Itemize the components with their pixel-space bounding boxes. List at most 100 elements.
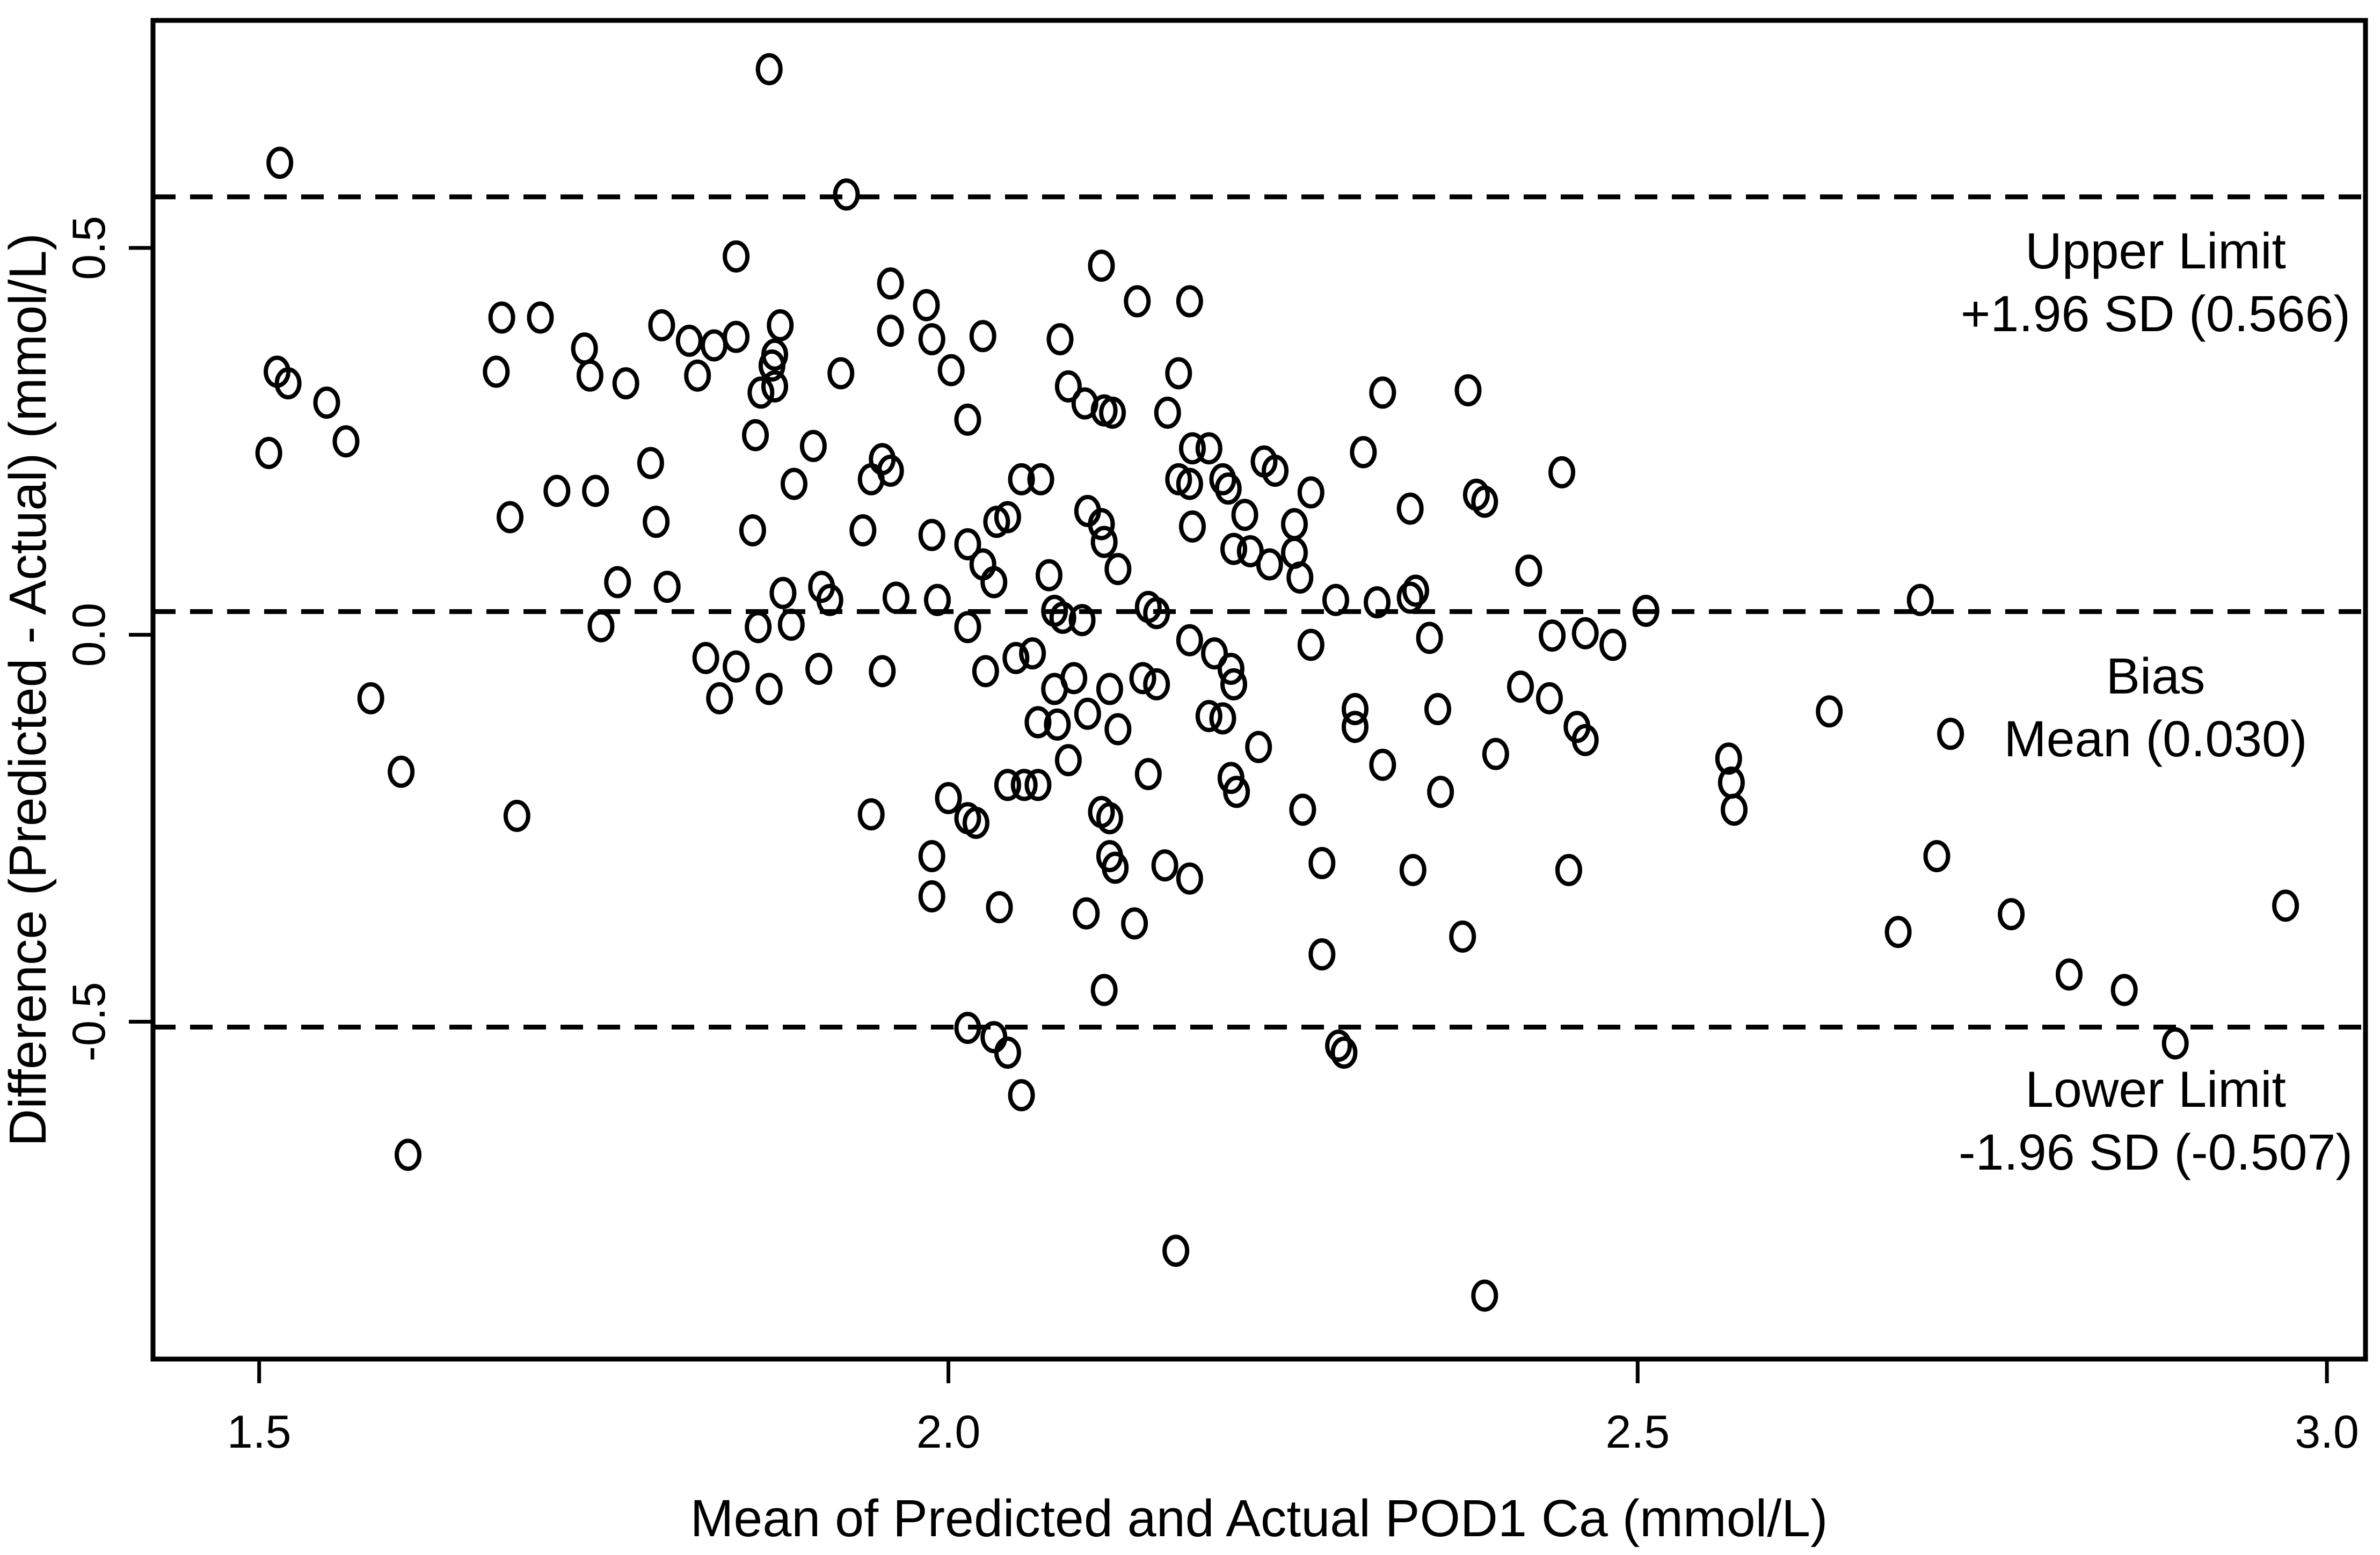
data-point <box>1280 508 1308 541</box>
data-point <box>1454 374 1482 407</box>
data-point <box>395 1138 422 1171</box>
data-point <box>1121 907 1148 940</box>
data-point <box>1721 793 1748 826</box>
data-point <box>1046 323 1074 355</box>
data-point <box>1399 853 1426 886</box>
data-point <box>604 566 631 598</box>
data-point <box>332 425 360 458</box>
data-point <box>1535 682 1563 714</box>
data-point <box>1019 637 1046 670</box>
data-point <box>1178 432 1206 465</box>
data-point <box>1201 637 1228 670</box>
data-point <box>1195 432 1222 465</box>
x-tick-label: 2.5 <box>1606 1406 1670 1458</box>
data-point <box>543 474 571 507</box>
data-point <box>1350 436 1377 469</box>
data-point <box>1154 396 1181 429</box>
data-point <box>1325 1030 1352 1062</box>
data-point <box>2110 974 2138 1006</box>
data-point <box>983 506 1010 538</box>
data-point <box>1416 622 1443 654</box>
data-point <box>1073 897 1100 930</box>
data-point <box>1507 670 1534 703</box>
data-point <box>483 355 510 388</box>
data-point <box>1054 744 1082 777</box>
data-point <box>313 386 340 419</box>
data-point <box>833 178 860 211</box>
data-point <box>1124 285 1151 318</box>
data-point <box>1427 776 1454 808</box>
data-point <box>1289 793 1316 826</box>
data-point <box>701 329 728 362</box>
data-point <box>761 370 788 403</box>
axis-ticks: 1.5 2.0 2.5 3.0 0.5 0.0 -0.5 <box>63 216 2359 1458</box>
data-point <box>780 468 807 500</box>
bias-label-line2: Mean (0.030) <box>2004 711 2307 768</box>
data-point <box>1369 748 1396 781</box>
data-point <box>1715 742 1742 775</box>
upper-limit-label-line2: +1.96 SD (0.566) <box>1961 286 2350 342</box>
data-point <box>1515 554 1542 587</box>
data-point <box>692 641 719 674</box>
data-point <box>1088 508 1115 541</box>
data-point <box>1074 697 1101 730</box>
data-point <box>1297 476 1324 509</box>
data-point <box>2055 958 2083 991</box>
data-point <box>1330 1036 1358 1069</box>
data-point <box>1151 849 1178 882</box>
data-point <box>1176 468 1203 500</box>
data-point <box>767 309 794 341</box>
data-point <box>1129 662 1156 695</box>
data-point <box>742 419 769 451</box>
data-point <box>612 367 639 400</box>
data-point <box>723 650 750 683</box>
data-point <box>1539 619 1566 652</box>
data-point <box>972 655 999 688</box>
data-point <box>1449 920 1476 953</box>
y-tick-label: 0.0 <box>63 603 115 667</box>
y-tick-label: 0.5 <box>63 216 115 280</box>
data-point <box>1220 532 1247 565</box>
data-point <box>913 289 940 322</box>
data-point <box>769 576 797 609</box>
data-point <box>1471 1279 1498 1312</box>
data-point <box>1599 629 1627 661</box>
data-point <box>1223 776 1250 808</box>
data-point <box>1035 559 1062 592</box>
data-point <box>1396 581 1424 614</box>
data-point <box>816 583 843 616</box>
data-point <box>1209 702 1236 735</box>
data-point <box>954 611 981 644</box>
data-point <box>877 267 904 300</box>
data-point <box>1049 601 1076 634</box>
data-point <box>497 501 524 534</box>
data-point <box>969 320 996 353</box>
data-point <box>582 474 609 507</box>
data-point <box>877 315 904 347</box>
data-point <box>980 566 1008 598</box>
data-point <box>923 583 951 616</box>
data-point <box>1308 846 1336 879</box>
data-point <box>1176 862 1203 895</box>
data-point <box>1555 853 1582 886</box>
data-point <box>1143 668 1170 700</box>
data-point <box>1176 624 1203 656</box>
data-point <box>1178 510 1206 543</box>
data-point <box>1068 604 1096 637</box>
data-point <box>255 436 282 469</box>
data-point <box>918 880 945 912</box>
data-point <box>962 806 989 839</box>
data-point <box>503 799 530 832</box>
lower-limit-label-line2: -1.96 SD (-0.507) <box>1959 1124 2353 1181</box>
data-point <box>1162 1235 1190 1267</box>
x-tick-label: 3.0 <box>2295 1406 2359 1458</box>
data-point <box>637 447 664 479</box>
data-point <box>918 519 945 551</box>
data-point <box>1214 472 1242 505</box>
data-point <box>1297 629 1324 661</box>
data-point <box>1096 802 1123 835</box>
data-point <box>1024 769 1052 801</box>
data-point <box>1424 693 1452 726</box>
data-point <box>954 1011 981 1044</box>
